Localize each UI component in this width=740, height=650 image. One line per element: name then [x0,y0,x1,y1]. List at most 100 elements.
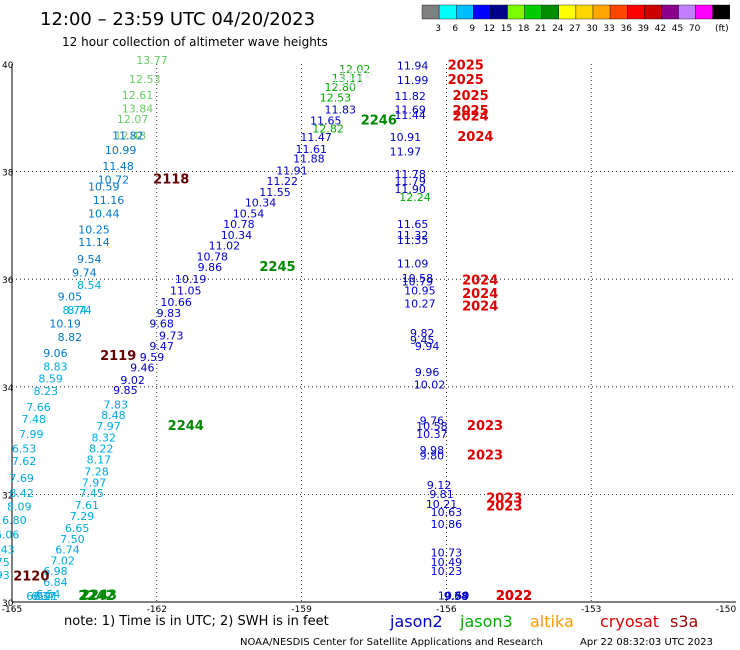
data-point: 7.02 [50,554,75,567]
data-point: 11.83 [324,103,356,116]
axes: -165 -162 -159 -156 -153 -150 30 32 34 36 38 40 [2,61,737,615]
data-point: 9.68 [444,590,469,603]
data-point: 7.45 [79,487,104,500]
data-point: 6.37 [31,590,56,603]
data-point: 10.34 [245,197,277,210]
data-point: 13.77 [136,54,168,67]
time-label: 2024 [462,299,498,314]
time-label: 2023 [486,500,522,515]
data-point: 8.23 [34,385,59,398]
data-point: 9.81 [429,488,454,501]
footer-credit: NOAA/NESDIS Center for Satellite Applica… [240,637,543,648]
data-point: 8.83 [43,361,68,374]
data-point: 8.48 [101,409,126,422]
data-point: 10.99 [105,144,137,157]
time-label: 2023 [486,491,522,506]
data-point: 10.59 [88,180,120,193]
colorbar-tick: 6 [452,24,458,34]
grid [11,64,736,603]
data-point: 9.76 [420,414,445,427]
data-point: 13.11 [332,72,364,85]
data-point: 9.78 [444,590,469,603]
time-label: 2022 [496,589,532,604]
data-point: 10.66 [160,296,192,309]
data-point: 11.65 [397,218,429,231]
data-point: 6.53 [12,442,37,455]
time-label: 2022 [496,589,532,604]
data-point: 8.74 [62,304,87,317]
time-label: 2023 [467,419,503,434]
data-point: 10.58 [416,420,448,433]
time-label: 2025 [452,104,488,119]
data-point: 9.05 [58,291,83,304]
time-label: 2024 [462,287,498,302]
time-label: 2025 [448,73,484,88]
data-point: 11.44 [394,109,426,122]
data-point: 9.96 [415,366,440,379]
data-point: 12.24 [399,191,431,204]
colorbar-tick: 70 [689,24,701,34]
colorbar-swatch [644,4,662,20]
data-point: 7.97 [82,476,107,489]
y-tick-label: 34 [2,384,14,394]
colorbar-tick: 42 [655,24,666,34]
data-point: 9.46 [130,362,155,375]
data-point: 6.65 [65,522,90,535]
data-point: 11.35 [397,234,429,247]
colorbar-swatch [507,4,525,20]
x-tick-label: -150 [716,605,737,615]
time-label: 2023 [467,448,503,463]
data-point: 6.74 [55,544,80,557]
data-point: 9.73 [159,329,184,342]
data-point: 8.09 [7,501,32,514]
data-point: 13.31 [339,67,371,80]
footer-timestamp: Apr 22 08:32:03 UTC 2023 [580,637,713,648]
time-label: 2243 [81,588,117,603]
legend-altika: altika [530,612,574,631]
colorbar-swatch [473,4,491,20]
data-point: 9.02 [120,374,145,387]
time-labels: 2025202520252025202420242024202420242023… [13,58,532,604]
x-tick-label: -156 [436,605,457,615]
data-point: 11.97 [390,145,422,158]
y-tick-label: 30 [2,599,14,609]
data-point: 11.32 [397,229,429,242]
data-point: 9.86 [198,261,223,274]
x-tick-label: -153 [581,605,601,615]
data-point: 9.68 [149,318,174,331]
data-point: 9.85 [113,384,138,397]
data-point: 10.19 [49,318,81,331]
data-point: 10.59 [438,589,470,602]
data-point: 6.21 [34,590,59,603]
data-point: 9.47 [149,340,174,353]
data-point: 6.93 [0,569,10,582]
data-point: 6.75 [0,556,10,569]
data-point: 9.59 [140,351,165,364]
x-tick-label: -162 [147,605,167,615]
data-point: 8.42 [9,487,34,500]
time-label: 2024 [457,130,493,145]
data-point: 10.27 [404,298,436,311]
data-point: 10.72 [98,173,130,186]
data-point: 7.50 [60,533,85,546]
satellite-legend: jason2 jason3 altika cryosat s3a [389,612,698,631]
data-point: 10.25 [78,223,110,236]
colorbar-swatch [661,4,679,20]
time-label: 2242 [78,589,114,604]
data-point: 10.54 [233,207,265,220]
colorbar-swatch [712,4,731,20]
y-tick-label: 32 [2,491,13,501]
time-label: 2246 [361,113,397,128]
chart-title: 12:00 – 23:59 UTC 04/20/2023 [40,9,315,30]
colorbar-swatch [678,4,696,20]
colorbar-swatch [524,4,542,20]
colorbar-swatch [592,4,611,20]
colorbar-tick: 9 [469,24,475,34]
colorbar-tick: 24 [552,24,564,34]
colorbar-unit: (ft) [715,24,729,34]
data-point: 11.05 [170,284,202,297]
data-point: 11.09 [397,257,429,270]
colorbar-tick: 18 [518,24,530,34]
data-point: 11.22 [267,175,299,188]
